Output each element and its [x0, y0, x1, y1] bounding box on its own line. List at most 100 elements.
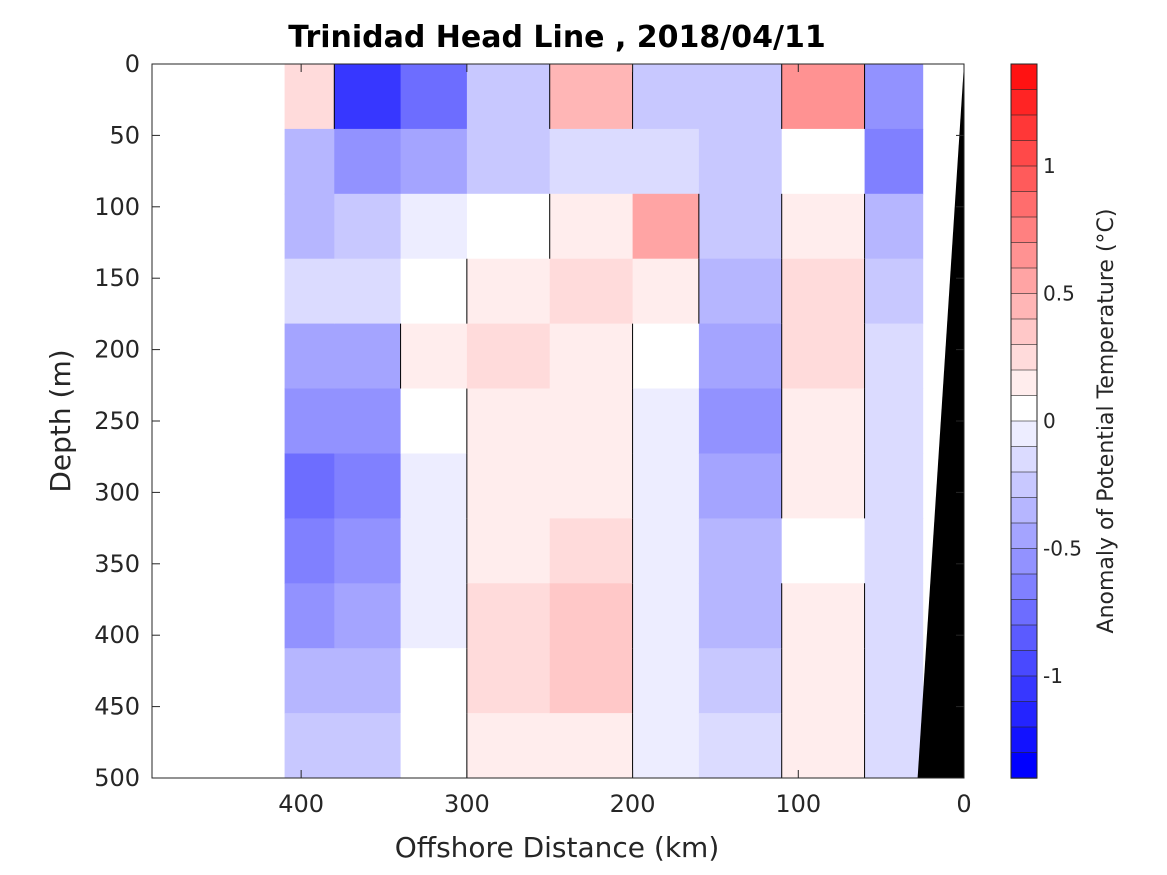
heatmap-cell	[334, 713, 402, 778]
colorbar-tick-label: 1	[1043, 154, 1056, 178]
heatmap-cell	[864, 64, 924, 130]
heatmap-cell	[284, 583, 335, 649]
heatmap-cell	[466, 128, 551, 195]
colorbar-segment	[1010, 165, 1038, 193]
colorbar-segment	[1010, 242, 1038, 269]
colorbar-segment	[1010, 267, 1038, 295]
colorbar-segment	[1010, 599, 1038, 626]
heatmap-cell	[334, 323, 402, 390]
heatmap-cell	[400, 388, 468, 454]
heatmap-cell	[466, 323, 551, 390]
heatmap-cell	[698, 258, 783, 325]
heatmap-cell	[632, 518, 700, 584]
colorbar-frame	[1010, 63, 1038, 779]
colorbar-segment	[1010, 446, 1038, 473]
heatmap-cell	[864, 258, 924, 325]
heatmap-cell	[864, 648, 924, 714]
heatmap-cell	[466, 64, 551, 130]
heatmap-cell	[549, 518, 634, 584]
heatmap-cell	[632, 64, 700, 130]
heatmap-cell	[284, 64, 335, 130]
heatmap-cell	[400, 713, 468, 778]
y-tick-label: 100	[94, 193, 140, 221]
colorbar-segment	[1010, 140, 1038, 167]
heatmap-cell	[864, 453, 924, 519]
heatmap-cell	[284, 193, 335, 260]
colorbar-segment	[1010, 497, 1038, 524]
colorbar-segment	[1010, 344, 1038, 371]
colorbar-segment	[1010, 675, 1038, 703]
heatmap-cell	[466, 388, 551, 454]
heatmap-cell	[864, 388, 924, 454]
heatmap-cell	[334, 64, 402, 130]
y-tick-label: 50	[109, 121, 140, 149]
colorbar-segment	[1010, 63, 1038, 91]
heatmap-cell	[549, 388, 634, 454]
heatmap-cell	[334, 258, 402, 325]
colorbar-segment	[1010, 318, 1038, 346]
heatmap-cell	[698, 648, 783, 714]
colorbar-segment	[1010, 191, 1038, 218]
colorbar-segment	[1010, 752, 1038, 779]
heatmap-cell	[334, 583, 402, 649]
heatmap-cell	[698, 193, 783, 260]
heatmap-cell	[334, 128, 402, 195]
colorbar-segment	[1010, 420, 1038, 448]
heatmap-cell	[549, 258, 634, 325]
heatmap-cell	[284, 518, 335, 584]
colorbar-ticks: 1 0.5 0 -0.5 -1	[1043, 154, 1082, 688]
heatmap-cell	[864, 323, 924, 390]
heatmap-cell	[781, 648, 866, 714]
heatmap-cell	[334, 453, 402, 519]
heatmap-cell	[400, 128, 468, 195]
heatmap-cell	[549, 193, 634, 260]
heatmap-cell	[400, 258, 468, 325]
heatmap-layer	[284, 64, 924, 778]
colorbar-tick-label: -0.5	[1043, 537, 1082, 561]
y-tick-label: 200	[94, 336, 140, 364]
heatmap-cell	[632, 128, 700, 195]
colorbar-segment	[1010, 89, 1038, 116]
x-tick-label: 400	[278, 790, 324, 818]
heatmap-cell	[400, 64, 468, 130]
heatmap-cell	[698, 388, 783, 454]
colorbar-segment	[1010, 573, 1038, 601]
colorbar-segment	[1010, 522, 1038, 550]
y-axis-title: Depth (m)	[44, 349, 77, 492]
heatmap-cell	[864, 713, 924, 778]
y-tick-label: 400	[94, 621, 140, 649]
y-tick-label: 300	[94, 478, 140, 506]
heatmap-cell	[698, 713, 783, 778]
heatmap-cell	[781, 518, 866, 584]
heatmap-cell	[284, 453, 335, 519]
colorbar-segment	[1010, 471, 1038, 499]
colorbar-tick-label: 0	[1043, 409, 1056, 433]
x-tick-label: 0	[956, 790, 971, 818]
y-tick-label: 450	[94, 693, 140, 721]
y-tick-label: 0	[125, 50, 140, 78]
heatmap-cell	[284, 388, 335, 454]
heatmap-cell	[632, 193, 700, 260]
heatmap-cell	[466, 648, 551, 714]
heatmap-cell	[334, 518, 402, 584]
x-axis: 400 300 200 100 0	[278, 64, 972, 818]
colorbar-segment	[1010, 548, 1038, 575]
heatmap-cell	[334, 648, 402, 714]
heatmap-cell	[698, 64, 783, 130]
zero-contour-layer	[333, 64, 866, 778]
colorbar-segment	[1010, 114, 1038, 142]
heatmap-cell	[549, 323, 634, 390]
colorbar-tick-label: -1	[1043, 664, 1063, 688]
colorbar-tick-label: 0.5	[1043, 282, 1075, 306]
y-tick-label: 500	[94, 764, 140, 792]
heatmap-cell	[632, 323, 700, 390]
heatmap-cell	[284, 648, 335, 714]
heatmap-cell	[698, 583, 783, 649]
heatmap-cell	[549, 453, 634, 519]
heatmap-cell	[400, 193, 468, 260]
heatmap-cell	[549, 648, 634, 714]
colorbar-segment	[1010, 701, 1038, 728]
colorbar-segment	[1010, 624, 1038, 652]
heatmap-cell	[466, 193, 551, 260]
